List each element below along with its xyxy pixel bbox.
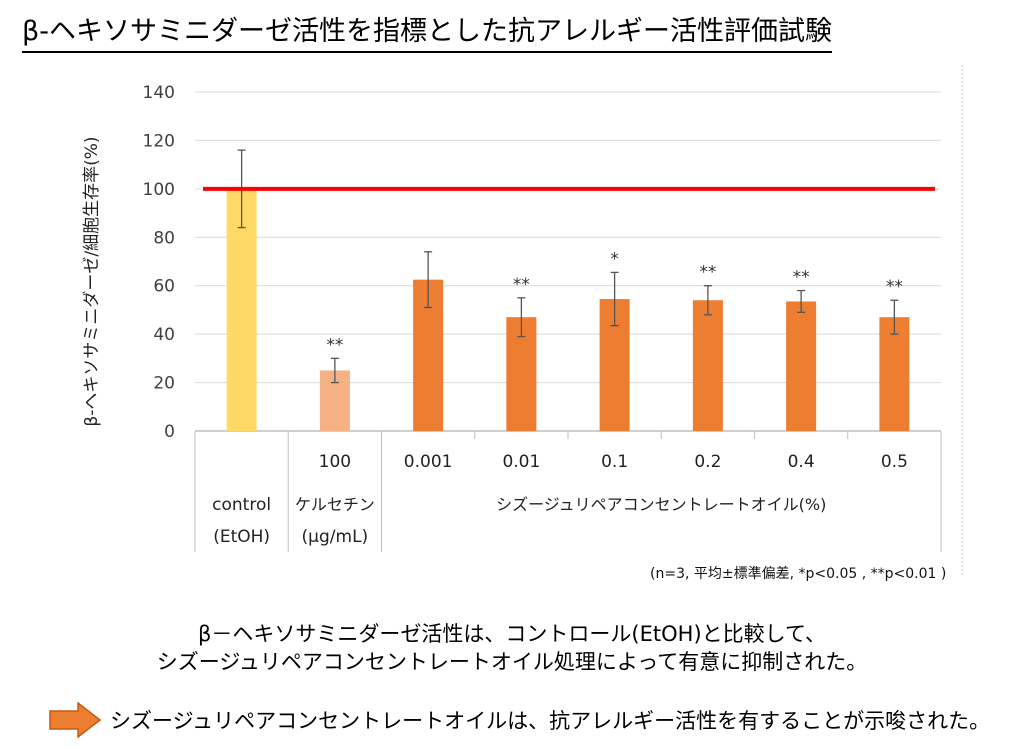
statistics-note: (n=3, 平均±標準偏差, *p<0.05 , **p<0.01 ) [650,566,947,582]
bar [786,301,817,431]
x-tick-label: 0.01 [502,452,540,472]
x-tick-label: 0.001 [404,452,453,472]
chart-panel: 0 20 40 60 80 100 120 140 β-ヘキソサミニダーゼ/細胞生存率(%) **… [62,65,964,577]
x-tick-label: 0.2 [694,452,721,472]
right-arrow-icon [49,702,102,738]
x-tick-label: 0.1 [601,452,628,472]
y-axis-label: β-ヘキソサミニダーゼ/細胞生存率(%) [82,136,102,426]
significance-marker: ** [793,268,810,288]
control-label: control [212,495,271,515]
significance-marker: ** [326,335,343,355]
y-tick-label: 60 [153,277,175,297]
significance-marker: * [610,249,619,269]
significance-marker: ** [513,275,530,295]
quercetin-label: ケルセチン [295,495,375,514]
y-tick-label: 40 [153,325,175,345]
y-tick-label: 120 [143,131,175,151]
quercetin-unit-label: (μg/mL) [302,527,369,547]
conclusion-arrow-text: シズージュリペアコンセントレートオイルは、抗アレルギー活性を有することが示唆され… [110,709,991,733]
bar [226,188,257,431]
significance-marker: ** [699,263,716,283]
significance-marker: ** [886,277,903,297]
x-tick-label: 0.5 [881,452,908,472]
oil-group-label: シズージュリペアコンセントレートオイル(%) [496,495,826,514]
conclusion-arrow-row: シズージュリペアコンセントレートオイルは、抗アレルギー活性を有することが示唆され… [48,700,990,740]
bar [879,317,910,431]
page-title: β-ヘキソサミニダーゼ活性を指標とした抗アレルギー活性評価試験 [22,14,832,53]
y-tick-label: 100 [143,180,175,200]
y-tick-label: 140 [143,83,175,103]
conclusion-line-1: β－ヘキソサミニダーゼ活性は、コントロール(EtOH)と比較して、 [198,622,826,646]
x-tick-label: 100 [319,452,351,472]
bar [692,300,723,431]
conclusion-line-2: シズージュリペアコンセントレートオイル処理によって有意に抑制された。 [156,650,868,674]
control-label-sub: (EtOH) [213,527,270,547]
y-tick-label: 80 [153,228,175,248]
x-tick-label: 0.4 [788,452,815,472]
y-tick-label: 20 [153,374,175,394]
y-tick-label: 0 [164,422,175,442]
